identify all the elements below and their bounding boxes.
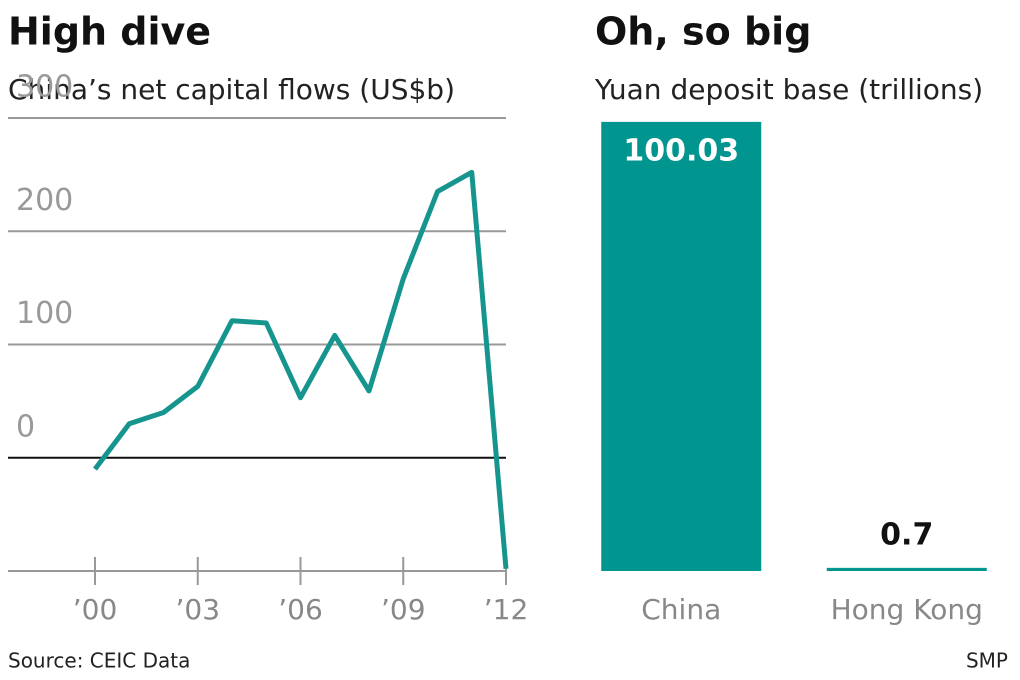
line xyxy=(93,169,509,569)
x-tick-label: China xyxy=(641,593,721,626)
y-tick-label: 200 xyxy=(16,183,73,218)
chart-title: Oh, so big xyxy=(595,10,811,54)
y-tick-label: 100 xyxy=(16,296,73,331)
chart-subtitle: Yuan deposit base (trillions) xyxy=(594,73,983,106)
value-label: 100.03 xyxy=(623,133,739,168)
y-tick-label: 300 xyxy=(16,70,73,105)
x-tick-label: ’03 xyxy=(175,593,220,626)
x-tick-label: ’12 xyxy=(484,593,529,626)
source: Source: CEIC Data xyxy=(8,649,190,673)
value-label: 0.7 xyxy=(880,517,933,552)
chart-title: High dive xyxy=(8,10,211,54)
y-tick-label: 0 xyxy=(16,409,35,444)
credit: SMP xyxy=(966,649,1008,673)
x-tick-label: ’06 xyxy=(278,593,323,626)
x-tick-label: ’00 xyxy=(73,593,118,626)
bar xyxy=(601,121,762,572)
chart-subtitle: China’s net capital flows (US$b) xyxy=(8,73,455,106)
bar xyxy=(826,567,987,571)
x-tick-label: Hong Kong xyxy=(831,593,983,626)
x-tick-label: ’09 xyxy=(381,593,426,626)
